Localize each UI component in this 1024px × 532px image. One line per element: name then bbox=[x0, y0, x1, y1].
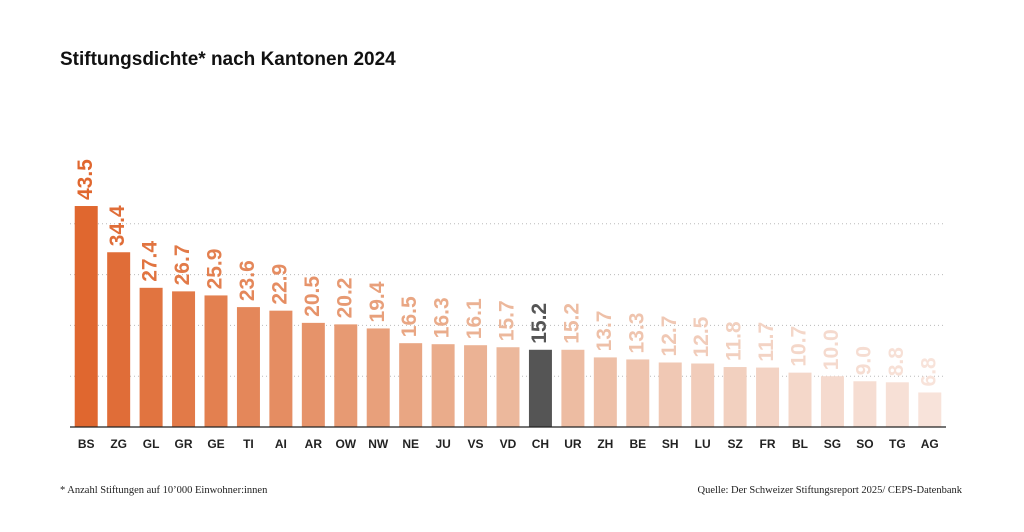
x-tick-label: VD bbox=[500, 437, 517, 451]
bar bbox=[172, 291, 196, 427]
x-tick-label: AG bbox=[921, 437, 939, 451]
x-tick-label: SH bbox=[662, 437, 679, 451]
bar bbox=[204, 295, 228, 427]
bar bbox=[918, 392, 942, 427]
value-label: 26.7 bbox=[171, 244, 194, 285]
x-tick-label: AR bbox=[305, 437, 323, 451]
value-label: 12.7 bbox=[658, 316, 681, 357]
value-label: 13.3 bbox=[625, 313, 648, 354]
value-label: 25.9 bbox=[204, 249, 227, 290]
value-label: 9.0 bbox=[852, 346, 875, 375]
value-label: 20.2 bbox=[333, 278, 356, 319]
value-label: 11.7 bbox=[755, 322, 778, 362]
x-tick-label: GL bbox=[143, 437, 160, 451]
bar bbox=[528, 349, 552, 427]
bar bbox=[691, 363, 715, 427]
x-tick-label: NW bbox=[368, 437, 389, 451]
bar bbox=[399, 343, 423, 427]
x-tick-label: JU bbox=[435, 437, 450, 451]
x-tick-label: FR bbox=[760, 437, 776, 451]
value-label: 22.9 bbox=[268, 264, 291, 305]
x-tick-label: LU bbox=[695, 437, 711, 451]
value-label: 10.7 bbox=[788, 326, 811, 367]
x-tick-label: NE bbox=[402, 437, 419, 451]
x-tick-label: VS bbox=[468, 437, 484, 451]
value-label: 16.1 bbox=[463, 298, 486, 339]
x-tick-label: BE bbox=[629, 437, 646, 451]
value-label: 15.7 bbox=[496, 300, 519, 341]
bar bbox=[301, 322, 325, 427]
bar bbox=[853, 381, 877, 427]
bar bbox=[626, 359, 650, 427]
x-tick-label: ZG bbox=[110, 437, 127, 451]
x-tick-label: UR bbox=[564, 437, 582, 451]
x-tick-label: TG bbox=[889, 437, 906, 451]
x-tick-label: CH bbox=[532, 437, 549, 451]
x-tick-label: GE bbox=[207, 437, 224, 451]
value-label: 15.2 bbox=[528, 303, 551, 344]
bar bbox=[561, 349, 585, 427]
value-label: 43.5 bbox=[74, 159, 97, 200]
bar bbox=[464, 345, 488, 427]
x-tick-label: AI bbox=[275, 437, 287, 451]
value-label: 11.8 bbox=[723, 321, 746, 361]
bar bbox=[334, 324, 358, 427]
value-label: 19.4 bbox=[366, 281, 389, 322]
bar bbox=[756, 367, 780, 427]
bar bbox=[74, 206, 98, 427]
chart-title: Stiftungsdichte* nach Kantonen 2024 bbox=[60, 49, 396, 70]
x-tick-label: SO bbox=[856, 437, 873, 451]
bar bbox=[139, 287, 163, 427]
bar bbox=[593, 357, 617, 427]
bar bbox=[107, 252, 131, 427]
value-label: 15.2 bbox=[560, 303, 583, 344]
value-label: 34.4 bbox=[106, 205, 129, 246]
bar bbox=[723, 367, 747, 427]
bar bbox=[496, 347, 520, 427]
x-tick-label: SZ bbox=[727, 437, 742, 451]
bar bbox=[236, 307, 260, 427]
footnote: * Anzahl Stiftungen auf 10’000 Einwohner… bbox=[60, 485, 268, 496]
source: Quelle: Der Schweizer Stiftungsreport 20… bbox=[698, 485, 963, 496]
bar bbox=[788, 372, 812, 427]
value-label: 16.5 bbox=[398, 296, 421, 337]
value-label: 23.6 bbox=[236, 260, 259, 301]
bar bbox=[658, 362, 682, 427]
x-tick-label: BL bbox=[792, 437, 808, 451]
value-label: 16.3 bbox=[431, 297, 454, 338]
value-label: 13.7 bbox=[593, 311, 616, 352]
value-label: 10.0 bbox=[820, 329, 843, 370]
bar bbox=[269, 310, 293, 427]
x-tick-label: ZH bbox=[597, 437, 613, 451]
bar bbox=[431, 344, 455, 427]
bar bbox=[885, 382, 909, 427]
x-tick-label: BS bbox=[78, 437, 95, 451]
bar bbox=[820, 376, 844, 427]
value-label: 20.5 bbox=[301, 276, 324, 317]
value-label: 12.5 bbox=[690, 316, 713, 357]
x-tick-label: GR bbox=[175, 437, 193, 451]
bar bbox=[366, 328, 390, 427]
x-tick-label: TI bbox=[243, 437, 254, 451]
value-label: 8.8 bbox=[885, 347, 908, 377]
value-label: 6.8 bbox=[917, 357, 940, 387]
x-tick-label: OW bbox=[335, 437, 356, 451]
value-label: 27.4 bbox=[139, 241, 162, 282]
x-tick-label: SG bbox=[824, 437, 841, 451]
